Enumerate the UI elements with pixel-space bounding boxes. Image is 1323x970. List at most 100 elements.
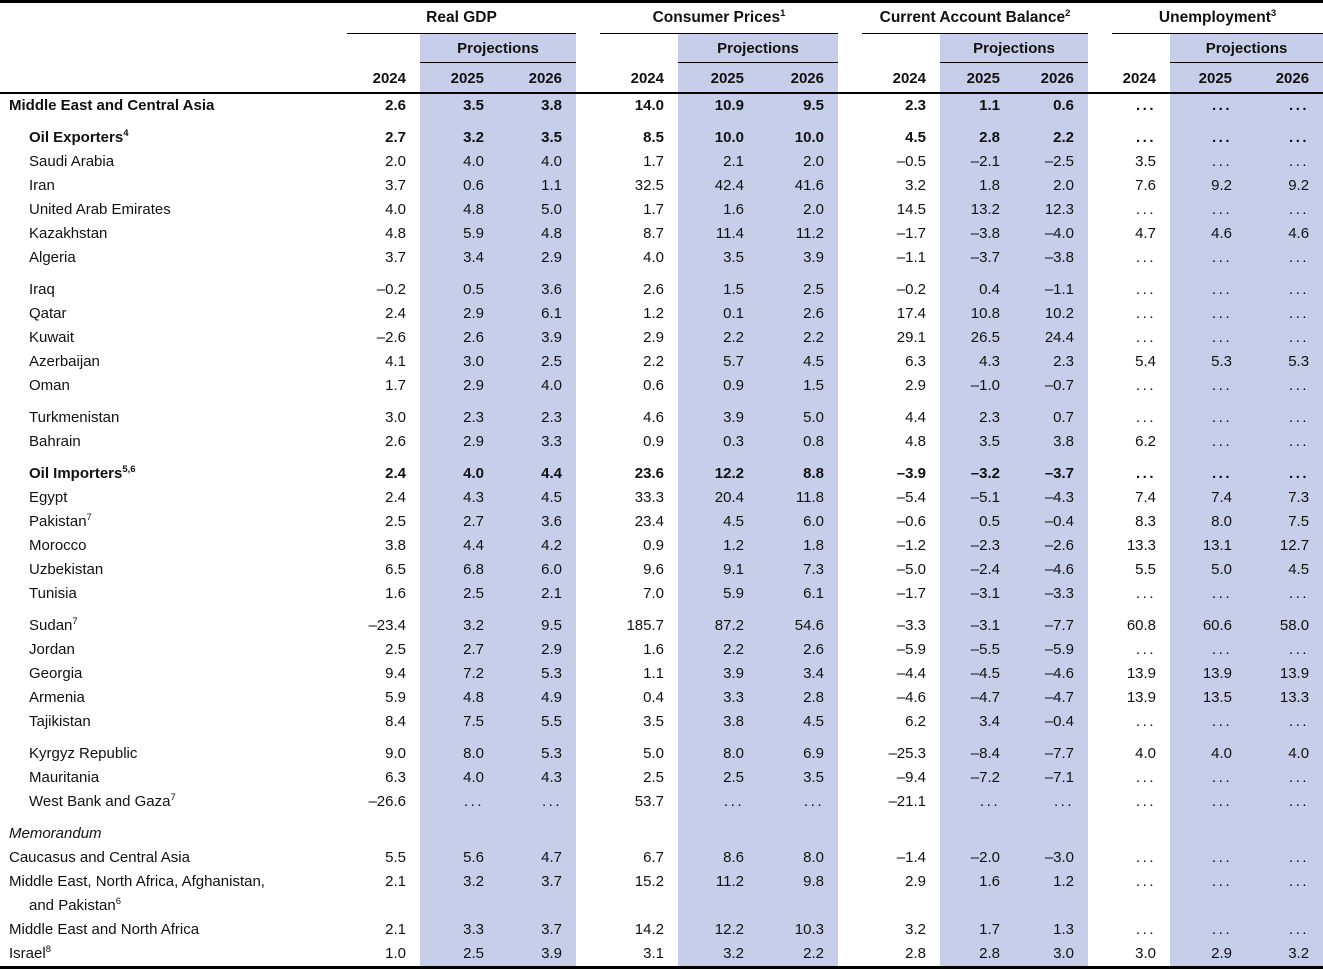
row-label: Georgia [29, 664, 83, 682]
year-header-current-account-balance-2024: 2024 [862, 62, 940, 94]
data-cell: 8.5 [643, 128, 664, 146]
data-cell: ... [1170, 869, 1247, 918]
data-cell: 6.0 [498, 557, 576, 582]
data-cell: 1.2 [1014, 869, 1089, 918]
data-cell: 6.7 [643, 848, 664, 866]
data-cell: 12.2 [678, 917, 758, 942]
data-cell: –25.3 [888, 744, 926, 762]
data-cell: 3.1 [643, 944, 664, 962]
data-cell: 5.0 [498, 197, 576, 222]
data-cell: 2.3 [420, 397, 498, 430]
data-cell: –3.1 [940, 581, 1014, 606]
group-gap [576, 118, 600, 150]
footnote-marker: 1 [780, 8, 786, 20]
row-egypt: Egypt 2.4 4.3 4.5 33.3 20.4 11.8 –5.4 –5.1 –4.3 7.… [0, 485, 1323, 510]
data-cell: 2.2 [678, 325, 758, 350]
row-caucasus-and-central-asia: Caucasus and Central Asia 5.5 5.6 4.7 6.7 8.6… [0, 845, 1323, 870]
group-gap [838, 34, 862, 63]
data-cell: 60.6 [1170, 605, 1247, 638]
data-cell: 2.9 [420, 301, 498, 326]
data-cell: 3.2 [420, 605, 498, 638]
row-morocco: Morocco 3.8 4.4 4.2 0.9 1.2 1.8 –1.2 –2.3 –2.6 13.… [0, 533, 1323, 558]
row-saudi-arabia: Saudi Arabia 2.0 4.0 4.0 1.7 2.1 2.0 –0.5 –2.1 –2… [0, 149, 1323, 174]
data-cell: ... [1246, 637, 1323, 662]
data-cell: 3.6 [498, 269, 576, 302]
data-cell: 2.6 [758, 301, 838, 326]
projections-header-unemployment: Projections [1170, 33, 1323, 63]
data-cell: ... [1136, 128, 1157, 146]
row-label: Uzbekistan [29, 560, 104, 578]
group-gap [838, 302, 862, 326]
row-label: Pakistan7 [29, 512, 92, 530]
data-cell: ... [1170, 845, 1247, 870]
group-gap [838, 118, 862, 150]
data-cell: –7.1 [1014, 765, 1089, 790]
group-gap [1088, 790, 1112, 814]
group-gap [576, 606, 600, 638]
group-gap [838, 918, 862, 942]
data-cell: 3.0 [1014, 941, 1089, 967]
data-cell: 4.1 [385, 352, 406, 370]
data-cell: 7.0 [643, 584, 664, 602]
data-cell: 0.5 [420, 269, 498, 302]
group-gap [1088, 510, 1112, 534]
data-cell: 3.7 [385, 248, 406, 266]
projections-header-consumer-prices: Projections [678, 33, 838, 63]
data-cell: 4.6 [1246, 221, 1323, 246]
data-cell: 3.5 [1135, 152, 1157, 170]
data-cell: 8.0 [678, 733, 758, 766]
data-cell: 42.4 [678, 173, 758, 198]
group-gap [576, 430, 600, 454]
data-cell: 8.0 [420, 733, 498, 766]
column-group-consumer-prices: Consumer Prices1 [600, 1, 838, 34]
group-gap [838, 2, 862, 34]
data-cell: –3.7 [1014, 453, 1089, 486]
row-label: Oil Importers5,6 [29, 464, 136, 482]
data-cell: 4.5 [905, 128, 926, 146]
data-cell: –5.4 [896, 488, 926, 506]
data-cell: 4.0 [1170, 733, 1247, 766]
data-cell: ... [1246, 373, 1323, 398]
row-armenia: Armenia 5.9 4.8 4.9 0.4 3.3 2.8 –4.6 –4.7 –4.7 13.… [0, 685, 1323, 710]
data-cell: 4.5 [758, 349, 838, 374]
row-mauritania: Mauritania 6.3 4.0 4.3 2.5 2.5 3.5 –9.4 –7.2 –7.1… [0, 765, 1323, 790]
group-gap [576, 686, 600, 710]
data-cell: 32.5 [634, 176, 664, 194]
data-cell: 11.2 [678, 869, 758, 918]
row-label-line2: and Pakistan6 [29, 896, 122, 914]
data-cell: –2.6 [376, 328, 406, 346]
row-pakistan: Pakistan7 2.5 2.7 3.6 23.4 4.5 6.0 –0.6 0.5 –0.4 8… [0, 509, 1323, 534]
data-cell: 3.4 [758, 661, 838, 686]
data-cell: 2.5 [643, 768, 664, 786]
group-gap [838, 606, 862, 638]
group-gap [1088, 454, 1112, 486]
group-gap [838, 870, 862, 918]
group-gap [838, 510, 862, 534]
data-cell: 2.1 [385, 872, 406, 890]
group-gap [838, 710, 862, 734]
row-iraq: Iraq –0.2 0.5 3.6 2.6 1.5 2.5 –0.2 0.4 –1.1......… [0, 269, 1323, 302]
data-cell: ... [1170, 92, 1247, 118]
data-cell: 2.0 [758, 149, 838, 174]
data-cell: 8.6 [678, 845, 758, 870]
group-gap [838, 246, 862, 270]
data-cell: 13.3 [1246, 685, 1323, 710]
data-cell: ... [1170, 245, 1247, 270]
data-cell: 0.7 [1014, 397, 1089, 430]
data-cell: 11.8 [758, 485, 838, 510]
data-cell: ... [758, 789, 838, 814]
group-gap [838, 222, 862, 246]
data-cell: 5.3 [498, 661, 576, 686]
data-cell: 2.9 [1170, 941, 1247, 967]
data-cell: 9.5 [758, 92, 838, 118]
data-cell: 13.9 [1170, 661, 1247, 686]
data-cell: –9.4 [896, 768, 926, 786]
data-cell: 3.6 [498, 509, 576, 534]
row-label: Middle East and North Africa [9, 920, 200, 938]
data-cell: 2.5 [420, 581, 498, 606]
group-gap [1088, 558, 1112, 582]
data-cell: ... [1246, 397, 1323, 430]
data-cell: 2.5 [498, 349, 576, 374]
year-header-real-gdp-2026: 2026 [498, 62, 576, 94]
data-cell: ... [1136, 584, 1157, 602]
